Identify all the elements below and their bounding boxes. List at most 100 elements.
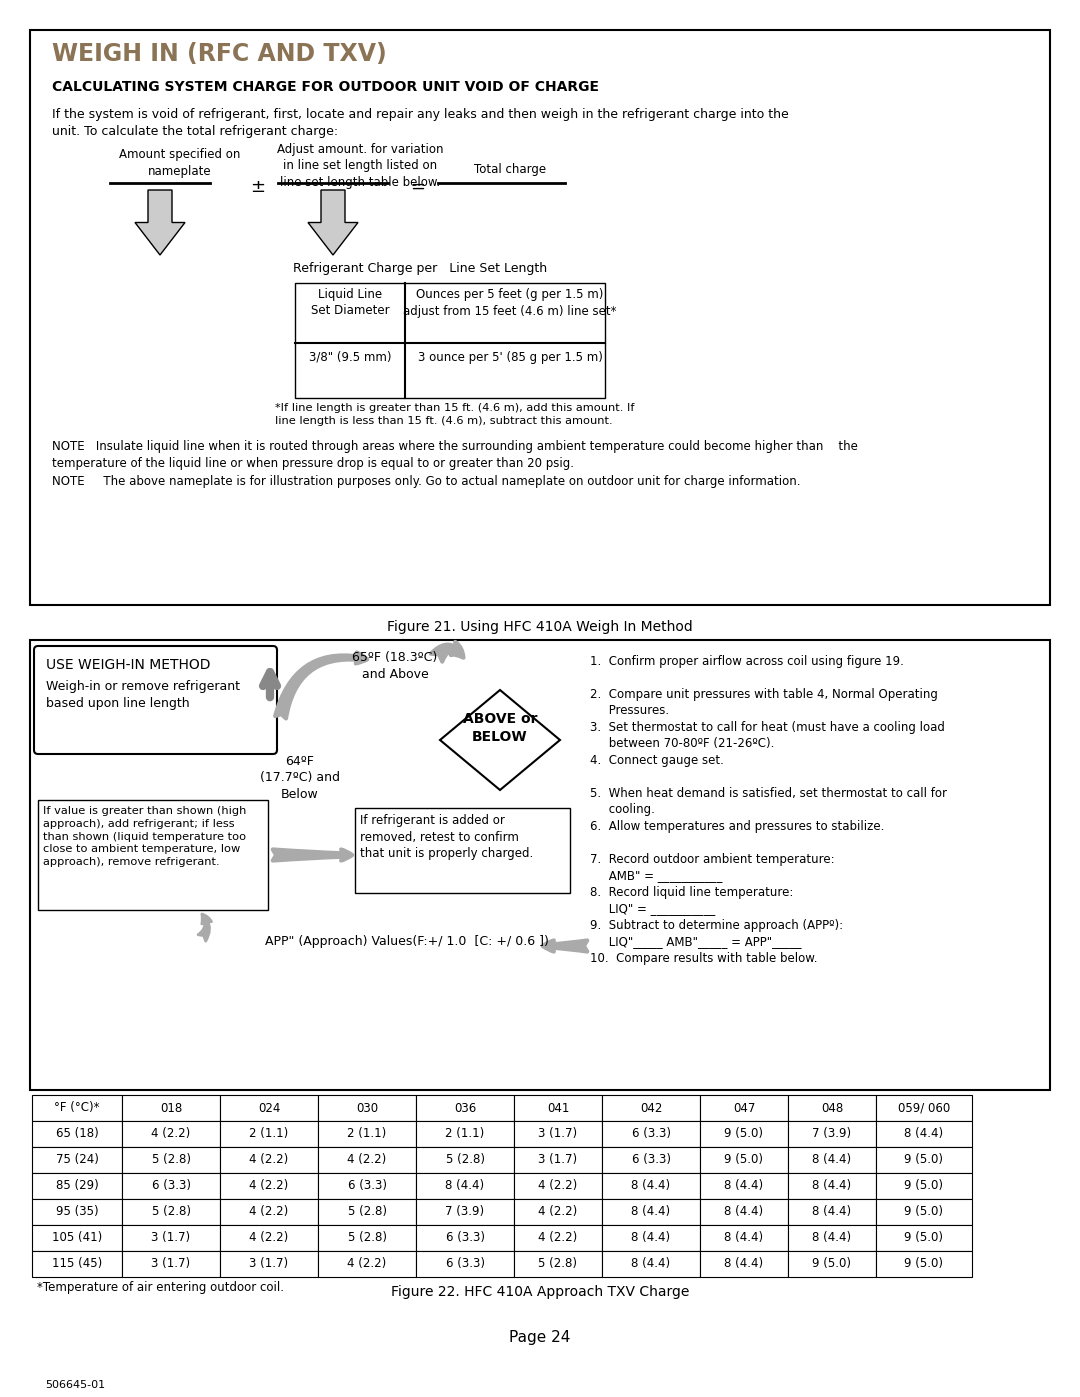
Bar [514, 1250, 602, 1277]
Text: 4.  Connect gauge set.: 4. Connect gauge set. [590, 754, 724, 767]
Bar [318, 1225, 416, 1250]
Bar [122, 1120, 220, 1147]
Text: 9.  Subtract to determine approach (APPº):
     LIQ"_____ AMB"_____ = APP"_____: 9. Subtract to determine approach (APPº)… [590, 919, 843, 949]
Text: USE WEIGH-IN METHOD: USE WEIGH-IN METHOD [46, 658, 211, 672]
Text: 4 (2.2): 4 (2.2) [538, 1179, 578, 1193]
Bar [700, 1095, 788, 1120]
Bar [602, 1147, 700, 1173]
Text: 5 (2.8): 5 (2.8) [446, 1154, 485, 1166]
Text: If refrigerant is added or
removed, retest to confirm
that unit is properly char: If refrigerant is added or removed, rete… [360, 814, 534, 861]
Bar [32, 1250, 122, 1277]
Text: ABOVE or
BELOW: ABOVE or BELOW [462, 712, 537, 745]
Text: 7 (3.9): 7 (3.9) [812, 1127, 851, 1140]
Text: 10.  Compare results with table below.: 10. Compare results with table below. [590, 951, 818, 965]
Text: Page 24: Page 24 [510, 1330, 570, 1345]
Text: 8 (4.4): 8 (4.4) [904, 1127, 944, 1140]
Text: 4 (2.2): 4 (2.2) [538, 1232, 578, 1245]
Text: 64ºF
(17.7ºC) and
Below: 64ºF (17.7ºC) and Below [260, 754, 340, 800]
Text: If value is greater than shown (high
approach), add refrigerant; if less
than sh: If value is greater than shown (high app… [43, 806, 246, 868]
Bar [220, 1250, 318, 1277]
Text: Figure 21. Using HFC 410A Weigh In Method: Figure 21. Using HFC 410A Weigh In Metho… [387, 620, 693, 634]
Text: 8 (4.4): 8 (4.4) [812, 1179, 851, 1193]
Bar [220, 1173, 318, 1199]
Text: 8 (4.4): 8 (4.4) [725, 1179, 764, 1193]
Text: 8 (4.4): 8 (4.4) [632, 1206, 671, 1218]
Text: 3 ounce per 5' (85 g per 1.5 m): 3 ounce per 5' (85 g per 1.5 m) [418, 351, 603, 365]
Text: 6 (3.3): 6 (3.3) [632, 1127, 671, 1140]
Text: 9 (5.0): 9 (5.0) [812, 1257, 851, 1270]
Polygon shape [135, 190, 185, 256]
Text: Total charge: Total charge [474, 163, 546, 176]
Text: 4 (2.2): 4 (2.2) [249, 1154, 288, 1166]
Text: 4 (2.2): 4 (2.2) [348, 1257, 387, 1270]
Text: If the system is void of refrigerant, first, locate and repair any leaks and the: If the system is void of refrigerant, fi… [52, 108, 788, 137]
Bar [416, 1250, 514, 1277]
Text: 65ºF (18.3ºC)
and Above: 65ºF (18.3ºC) and Above [352, 651, 437, 680]
Text: 036: 036 [454, 1101, 476, 1115]
Bar [602, 1225, 700, 1250]
Text: 6 (3.3): 6 (3.3) [446, 1232, 485, 1245]
Bar [32, 1095, 122, 1120]
Bar [788, 1199, 876, 1225]
Text: °F (°C)*: °F (°C)* [54, 1101, 99, 1115]
Text: WEIGH IN (RFC AND TXV): WEIGH IN (RFC AND TXV) [52, 42, 387, 66]
Text: 7.  Record outdoor ambient temperature:
     AMB" = ___________: 7. Record outdoor ambient temperature: A… [590, 854, 835, 883]
Bar [416, 1199, 514, 1225]
Bar [700, 1120, 788, 1147]
Text: 6 (3.3): 6 (3.3) [151, 1179, 190, 1193]
Bar [700, 1173, 788, 1199]
Text: 2 (1.1): 2 (1.1) [445, 1127, 485, 1140]
Bar [602, 1250, 700, 1277]
Text: 9 (5.0): 9 (5.0) [905, 1206, 944, 1218]
Text: 3.  Set thermostat to call for heat (must have a cooling load
     between 70-80: 3. Set thermostat to call for heat (must… [590, 721, 945, 750]
Bar [220, 1120, 318, 1147]
Bar [318, 1147, 416, 1173]
Text: 4 (2.2): 4 (2.2) [151, 1127, 191, 1140]
Text: 8 (4.4): 8 (4.4) [812, 1232, 851, 1245]
Text: 8 (4.4): 8 (4.4) [725, 1206, 764, 1218]
Text: 8 (4.4): 8 (4.4) [725, 1232, 764, 1245]
Bar [416, 1147, 514, 1173]
Text: 9 (5.0): 9 (5.0) [905, 1154, 944, 1166]
Bar [122, 1173, 220, 1199]
Bar [355, 807, 570, 893]
Bar [788, 1095, 876, 1120]
Text: 8 (4.4): 8 (4.4) [632, 1257, 671, 1270]
Bar [788, 1250, 876, 1277]
Text: 047: 047 [733, 1101, 755, 1115]
Bar [700, 1147, 788, 1173]
Text: 030: 030 [356, 1101, 378, 1115]
Text: 2 (1.1): 2 (1.1) [249, 1127, 288, 1140]
Text: 4 (2.2): 4 (2.2) [249, 1206, 288, 1218]
Text: 6 (3.3): 6 (3.3) [446, 1257, 485, 1270]
Text: 3 (1.7): 3 (1.7) [249, 1257, 288, 1270]
Bar [514, 1225, 602, 1250]
Bar [122, 1225, 220, 1250]
Bar [876, 1120, 972, 1147]
Bar [416, 1120, 514, 1147]
Text: =: = [410, 177, 426, 196]
Text: CALCULATING SYSTEM CHARGE FOR OUTDOOR UNIT VOID OF CHARGE: CALCULATING SYSTEM CHARGE FOR OUTDOOR UN… [52, 80, 599, 94]
Text: 6.  Allow temperatures and pressures to stabilize.: 6. Allow temperatures and pressures to s… [590, 820, 885, 833]
Text: 8 (4.4): 8 (4.4) [632, 1232, 671, 1245]
Text: 5 (2.8): 5 (2.8) [348, 1232, 387, 1245]
Bar [32, 1120, 122, 1147]
Text: Weigh-in or remove refrigerant
based upon line length: Weigh-in or remove refrigerant based upo… [46, 680, 240, 710]
Text: 024: 024 [258, 1101, 280, 1115]
Bar [876, 1095, 972, 1120]
Bar [122, 1199, 220, 1225]
Text: 3 (1.7): 3 (1.7) [151, 1232, 190, 1245]
Text: 8 (4.4): 8 (4.4) [725, 1257, 764, 1270]
Text: Liquid Line
Set Diameter: Liquid Line Set Diameter [311, 288, 389, 317]
Text: 5 (2.8): 5 (2.8) [151, 1206, 190, 1218]
Bar [876, 1250, 972, 1277]
Bar [318, 1199, 416, 1225]
Bar [220, 1147, 318, 1173]
Text: 9 (5.0): 9 (5.0) [725, 1127, 764, 1140]
Text: NOTE   Insulate liquid line when it is routed through areas where the surroundin: NOTE Insulate liquid line when it is rou… [52, 440, 858, 469]
Text: 4 (2.2): 4 (2.2) [538, 1206, 578, 1218]
Bar [32, 1225, 122, 1250]
Bar [514, 1199, 602, 1225]
Text: Adjust amount. for variation
in line set length listed on
line set length table : Adjust amount. for variation in line set… [276, 142, 443, 189]
Bar [876, 1147, 972, 1173]
